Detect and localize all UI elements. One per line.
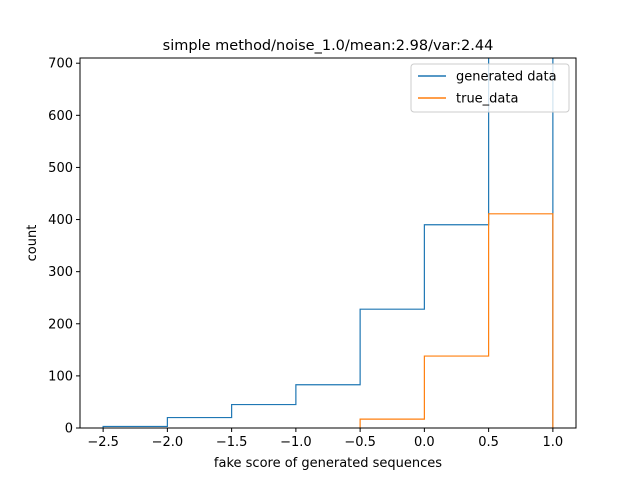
- y-tick-label: 400: [48, 213, 73, 228]
- y-tick-label: 0: [65, 422, 73, 437]
- plot-frame: [79, 57, 577, 429]
- y-tick-label: 600: [48, 109, 73, 124]
- y-axis-label: count: [25, 225, 40, 262]
- legend-label-true-data: true_data: [456, 92, 518, 107]
- x-tick-label: −1.0: [280, 435, 312, 450]
- legend: generated data true_data: [410, 63, 570, 113]
- x-axis-label: fake score of generated sequences: [214, 456, 442, 471]
- x-tick-label: 1.0: [543, 435, 564, 450]
- y-tick-label: 200: [48, 317, 73, 332]
- x-tick-label: −0.5: [344, 435, 376, 450]
- y-tick-label: 700: [48, 57, 73, 72]
- x-tick-label: −2.5: [87, 435, 119, 450]
- y-tick-label: 100: [48, 369, 73, 384]
- y-tick-label: 300: [48, 265, 73, 280]
- x-tick-label: −2.0: [152, 435, 184, 450]
- legend-box: [410, 63, 570, 113]
- chart-title: simple method/noise_1.0/mean:2.98/var:2.…: [163, 38, 494, 54]
- series-generated-data-step: [102, 58, 554, 428]
- legend-label-generated-data: generated data: [456, 70, 557, 85]
- series-true-data-step: [359, 213, 554, 428]
- y-tick-label: 500: [48, 161, 73, 176]
- series-layer: [102, 58, 554, 428]
- x-tick-label: 0.0: [414, 435, 435, 450]
- y-axis-ticks: 0 100 200 300 400 500 600 700: [48, 57, 80, 437]
- x-tick-label: 0.5: [478, 435, 499, 450]
- x-tick-label: −1.5: [216, 435, 248, 450]
- x-axis-ticks: −2.5 −2.0 −1.5 −1.0 −0.5 0.0 0.5 1.0: [87, 428, 563, 450]
